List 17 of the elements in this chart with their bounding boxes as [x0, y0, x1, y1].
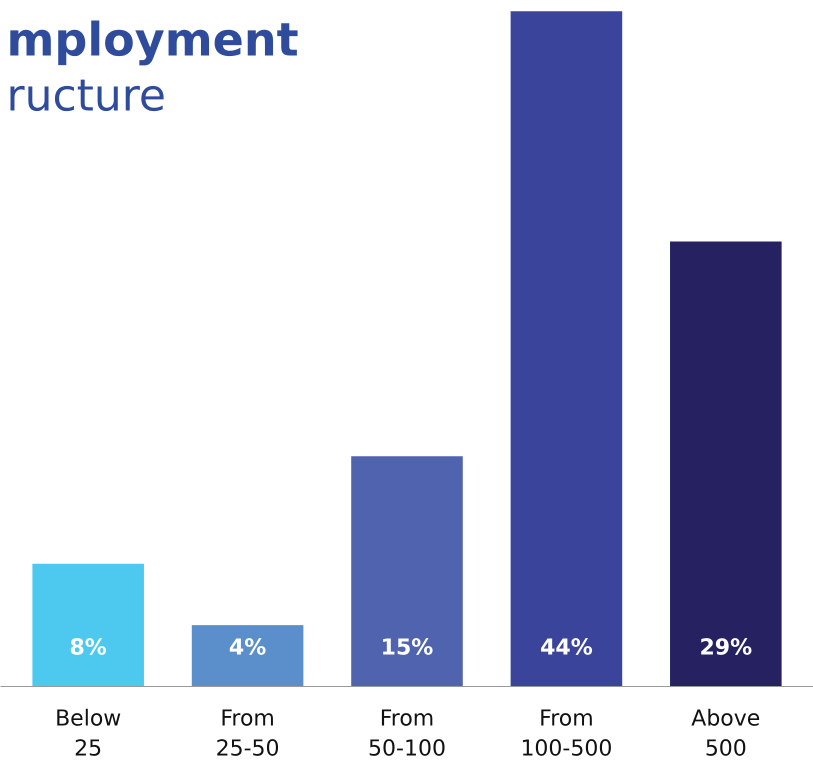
- x-tick-label: From 50-100: [368, 706, 446, 762]
- text: ructure: [6, 70, 166, 122]
- x-tick-label: Above 500: [691, 706, 760, 762]
- data-label: 8%: [70, 636, 107, 660]
- x-tick-label: Below 25: [55, 706, 122, 762]
- bar: [351, 456, 463, 686]
- data-label: 29%: [699, 636, 752, 660]
- data-label: 44%: [540, 636, 593, 660]
- data-label: 4%: [228, 636, 266, 660]
- bar: [32, 564, 144, 686]
- x-tick-label: From 25-50: [216, 706, 280, 762]
- x-tick-label: From 100-500: [520, 706, 612, 762]
- data-label: 15%: [380, 636, 434, 660]
- bar: [670, 241, 782, 686]
- bar: [510, 11, 622, 686]
- bar: [192, 625, 304, 686]
- chart-title: mployment: [6, 12, 299, 66]
